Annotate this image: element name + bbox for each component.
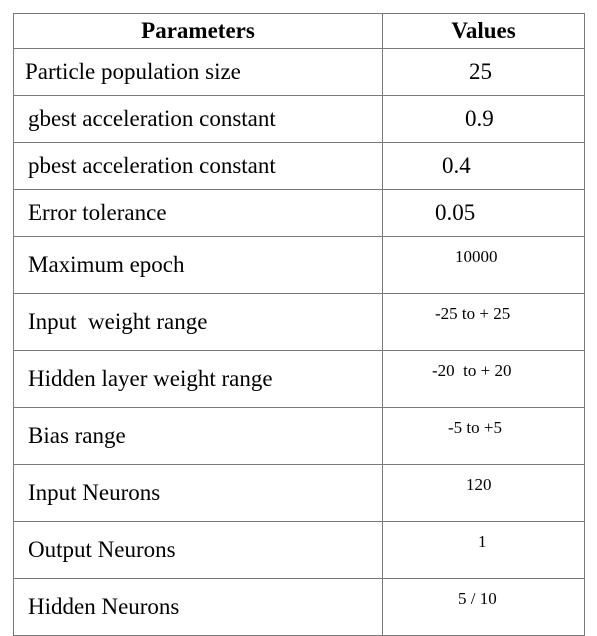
value-cell: 120 [382, 464, 585, 522]
table-row: Particle population size 25 [13, 48, 585, 96]
parameter-cell: pbest acceleration constant [13, 142, 383, 190]
parameter-cell: Hidden Neurons [13, 578, 383, 636]
table-row: Hidden Neurons 5 / 10 [13, 578, 585, 636]
value-cell: -25 to + 25 [382, 293, 585, 351]
parameter-cell: Particle population size [13, 48, 383, 96]
table-row: Maximum epoch 10000 [13, 236, 585, 294]
value-cell: -5 to +5 [382, 407, 585, 465]
table-row: pbest acceleration constant 0.4 [13, 142, 585, 190]
table-row: gbest acceleration constant 0.9 [13, 95, 585, 143]
parameter-cell: Input Neurons [13, 464, 383, 522]
table-row: Input Neurons 120 [13, 464, 585, 522]
value-cell: 10000 [382, 236, 585, 294]
parameter-cell: Input weight range [13, 293, 383, 351]
value-cell: -20 to + 20 [382, 350, 585, 408]
parameter-cell: Maximum epoch [13, 236, 383, 294]
value-cell: 0.4 [382, 142, 585, 190]
table-header-row: Parameters Values [13, 13, 585, 49]
table-row: Output Neurons 1 [13, 521, 585, 579]
parameters-table: Parameters Values Particle population si… [13, 13, 585, 636]
table-row: Bias range -5 to +5 [13, 407, 585, 465]
parameter-cell: Error tolerance [13, 189, 383, 237]
value-cell: 25 [382, 48, 585, 96]
table-row: Error tolerance 0.05 [13, 189, 585, 237]
parameter-cell: Hidden layer weight range [13, 350, 383, 408]
header-parameters: Parameters [13, 13, 383, 49]
parameter-cell: Output Neurons [13, 521, 383, 579]
table-row: Input weight range -25 to + 25 [13, 293, 585, 351]
value-cell: 5 / 10 [382, 578, 585, 636]
parameter-cell: gbest acceleration constant [13, 95, 383, 143]
value-cell: 1 [382, 521, 585, 579]
header-values: Values [382, 13, 585, 49]
table-row: Hidden layer weight range -20 to + 20 [13, 350, 585, 408]
value-cell: 0.05 [382, 189, 585, 237]
value-cell: 0.9 [382, 95, 585, 143]
parameter-cell: Bias range [13, 407, 383, 465]
